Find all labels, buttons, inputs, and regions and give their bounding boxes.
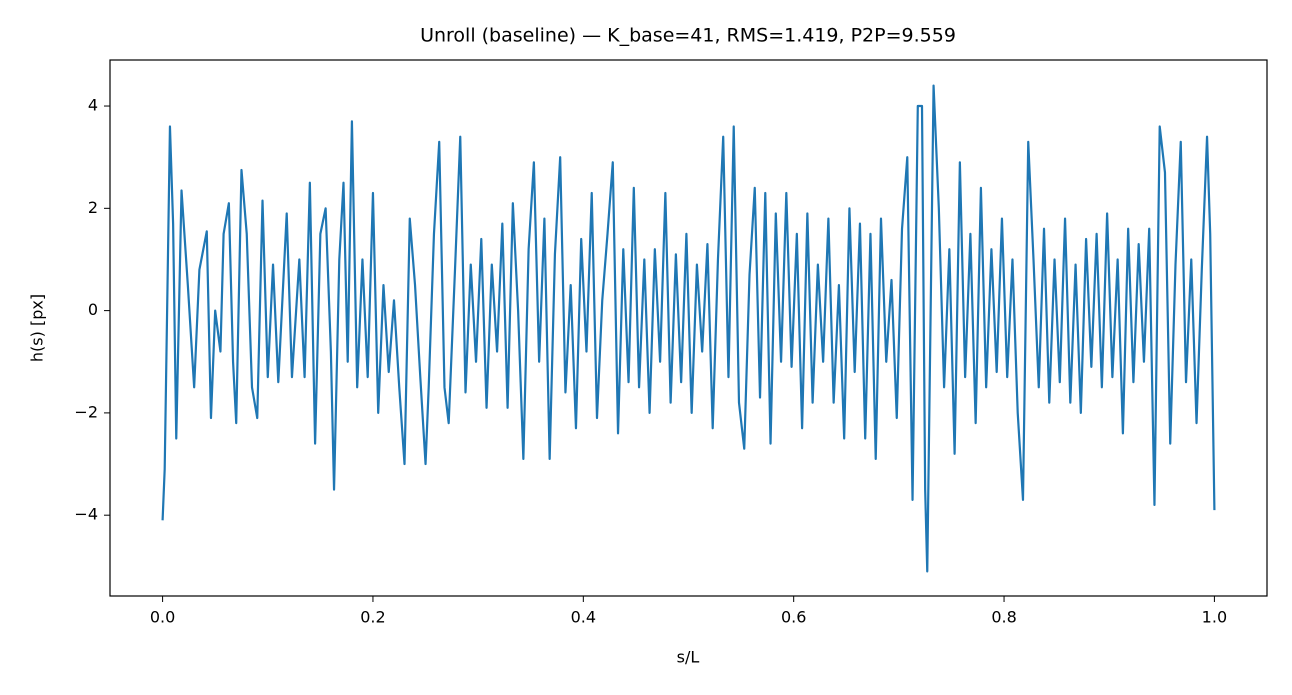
y-tick-label: 2 [88, 198, 98, 217]
x-tick-label: 1.0 [1202, 608, 1227, 627]
x-axis-label: s/L [677, 648, 700, 667]
plot-frame [109, 59, 1268, 597]
y-axis-label: h(s) [px] [28, 294, 47, 362]
x-tick-label: 0.0 [150, 608, 175, 627]
x-tick-label: 0.4 [571, 608, 596, 627]
line-series [161, 84, 1216, 573]
x-tick-label: 0.2 [360, 608, 385, 627]
y-tick-label: 4 [88, 96, 98, 115]
x-tick-label: 0.8 [991, 608, 1016, 627]
y-tick-label: −2 [74, 402, 98, 421]
y-tick-label: −4 [74, 505, 98, 524]
chart-title: Unroll (baseline) — K_base=41, RMS=1.419… [420, 25, 956, 47]
y-tick-label: 0 [88, 300, 98, 319]
x-tick-label: 0.6 [781, 608, 806, 627]
